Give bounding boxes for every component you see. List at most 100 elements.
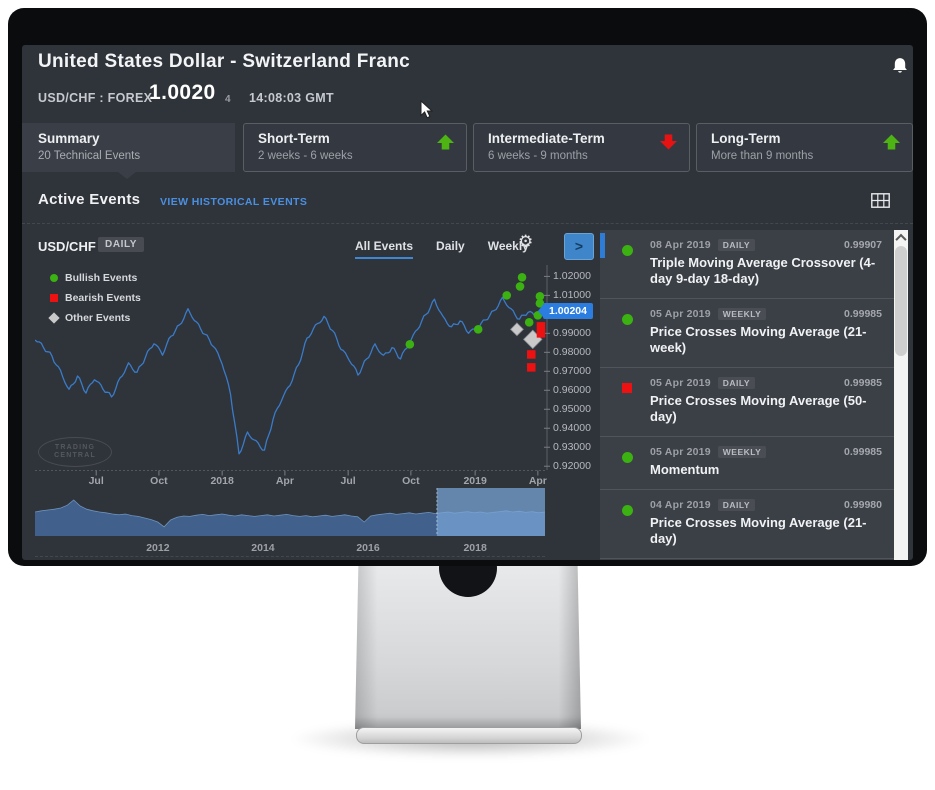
x-axis-label: 2018: [210, 475, 234, 487]
term-card-range: 2 weeks - 6 weeks: [258, 150, 353, 162]
event-title: Price Crosses Moving Average (21-day): [650, 515, 867, 546]
notification-bell-icon[interactable]: [891, 56, 909, 74]
term-card-intermediate-term[interactable]: Intermediate-Term 6 weeks - 9 months: [473, 123, 690, 172]
price-value: 1.0020: [149, 81, 216, 104]
x-axis-label: Jul: [340, 475, 356, 487]
events-scrollbar[interactable]: [894, 230, 908, 560]
event-row[interactable]: 08 Apr 2019 DAILY 0.99907 Triple Moving Ave…: [600, 230, 908, 299]
grid-view-icon[interactable]: [871, 193, 890, 208]
term-card-range: 6 weeks - 9 months: [488, 150, 588, 162]
event-row[interactable]: 04 Apr 2019 DAILY 0.99980 Price Crosses Mov…: [600, 490, 908, 559]
event-price: 0.99907: [844, 239, 882, 251]
event-date: 08 Apr 2019: [650, 239, 711, 251]
y-axis-label: 0.97000: [553, 365, 591, 378]
section-divider: [22, 223, 913, 224]
nav-axis-label: 2016: [356, 542, 380, 554]
event-title: Price Crosses Moving Average (50-day): [650, 393, 867, 424]
legend-item: Other Events: [48, 308, 141, 328]
y-axis-label: 0.98000: [553, 346, 591, 359]
x-axis-label: 2019: [463, 475, 487, 487]
term-card-label: Intermediate-Term: [488, 131, 605, 146]
filter-all-events[interactable]: All Events: [355, 239, 414, 259]
event-interval-badge: DAILY: [717, 377, 755, 389]
term-card-range: More than 9 months: [711, 150, 814, 162]
event-interval-badge: DAILY: [717, 239, 755, 251]
tab-summary-sublabel: 20 Technical Events: [38, 150, 141, 162]
x-axis-label: Oct: [150, 475, 168, 487]
expand-chart-button[interactable]: >: [564, 233, 594, 260]
x-axis-label: Jul: [88, 475, 104, 487]
event-header: 05 Apr 2019 WEEKLY 0.99985: [650, 446, 882, 458]
monitor-base: [356, 727, 582, 744]
event-price: 0.99985: [844, 377, 882, 389]
trend-up-arrow-icon: [437, 134, 454, 150]
view-historical-events-link[interactable]: VIEW HISTORICAL EVENTS: [160, 196, 308, 208]
settings-gear-icon[interactable]: ⚙: [518, 232, 534, 252]
chevron-right-icon: >: [574, 238, 584, 254]
nav-axis-label: 2012: [146, 542, 170, 554]
y-axis-label: 1.02000: [553, 270, 591, 283]
event-interval-badge: DAILY: [717, 499, 755, 511]
tab-summary[interactable]: Summary 20 Technical Events: [22, 123, 235, 179]
scrollbar-thumb[interactable]: [895, 246, 907, 356]
bullish-event-icon: [622, 505, 633, 516]
nav-axis-label: 2018: [463, 542, 487, 554]
event-title: Triple Moving Average Crossover (4-day 9…: [650, 255, 876, 286]
term-card-short-term[interactable]: Short-Term 2 weeks - 6 weeks: [243, 123, 467, 172]
bullish-event-icon: [622, 452, 633, 463]
legend-circle-icon: [50, 274, 58, 282]
x-axis-label: Apr: [275, 475, 294, 487]
y-axis-label: 1.01000: [553, 289, 591, 302]
legend-label: Other Events: [65, 312, 131, 324]
event-row[interactable]: 05 Apr 2019 DAILY 0.99985 Price Crosses Mov…: [600, 368, 908, 437]
term-card-long-term[interactable]: Long-Term More than 9 months: [696, 123, 913, 172]
chart-interval-badge: DAILY: [98, 237, 145, 252]
legend-label: Bullish Events: [65, 272, 138, 284]
scroll-up-button[interactable]: [894, 230, 908, 245]
event-date: 04 Apr 2019: [650, 499, 711, 511]
event-interval-badge: WEEKLY: [717, 308, 767, 320]
navigator-chart[interactable]: [35, 488, 545, 538]
y-axis-label: 0.96000: [553, 384, 591, 397]
quote-time: 14:08:03 GMT: [249, 91, 334, 105]
chart-symbol: USD/CHF: [38, 239, 96, 254]
legend-square-icon: [50, 294, 58, 302]
event-filter-group: All Events Daily Weekly: [355, 239, 529, 259]
price-fraction: 4: [225, 94, 231, 105]
filter-daily[interactable]: Daily: [436, 239, 465, 253]
symbol-label: USD/CHF : FOREX: [38, 91, 153, 105]
navigator-divider: [35, 556, 545, 557]
trading-central-watermark: TRADING CENTRAL: [38, 437, 112, 467]
event-header: 04 Apr 2019 DAILY 0.99980: [650, 499, 882, 511]
event-row[interactable]: 05 Apr 2019 WEEKLY 0.99985 Momentum: [600, 437, 908, 490]
events-panel: 08 Apr 2019 DAILY 0.99907 Triple Moving Ave…: [600, 230, 908, 560]
x-axis-label: Apr: [528, 475, 547, 487]
app-window: United States Dollar - Switzerland Franc…: [22, 45, 913, 560]
last-price-tag: 1.00204: [538, 303, 593, 319]
event-date: 05 Apr 2019: [650, 446, 711, 458]
legend-label: Bearish Events: [65, 292, 141, 304]
trend-down-arrow-icon: [660, 134, 677, 150]
y-axis-label: 0.95000: [553, 403, 591, 416]
caret-up-icon: [895, 233, 907, 245]
nav-axis-label: 2014: [251, 542, 275, 554]
bullish-event-icon: [622, 314, 633, 325]
legend-item: Bullish Events: [50, 268, 141, 288]
y-axis-label: 0.99000: [553, 327, 591, 340]
term-card-label: Short-Term: [258, 131, 330, 146]
page-title: United States Dollar - Switzerland Franc: [38, 51, 411, 72]
mouse-cursor: [420, 100, 433, 119]
chart-legend: Bullish Events Bearish Events Other Events: [48, 268, 141, 328]
event-header: 05 Apr 2019 WEEKLY 0.99985: [650, 308, 882, 320]
monitor-bezel: United States Dollar - Switzerland Franc…: [8, 8, 927, 566]
filter-weekly[interactable]: Weekly: [487, 239, 529, 253]
event-date: 05 Apr 2019: [650, 377, 711, 389]
event-row[interactable]: 05 Apr 2019 WEEKLY 0.99985 Price Crosses Mo…: [600, 299, 908, 368]
bullish-event-icon: [622, 245, 633, 256]
x-axis-label: Oct: [402, 475, 420, 487]
price-chart[interactable]: [35, 265, 551, 477]
active-events-title: Active Events: [38, 191, 141, 208]
trend-up-arrow-icon: [883, 134, 900, 150]
y-axis-label: 0.93000: [553, 441, 591, 454]
term-card-label: Long-Term: [711, 131, 781, 146]
